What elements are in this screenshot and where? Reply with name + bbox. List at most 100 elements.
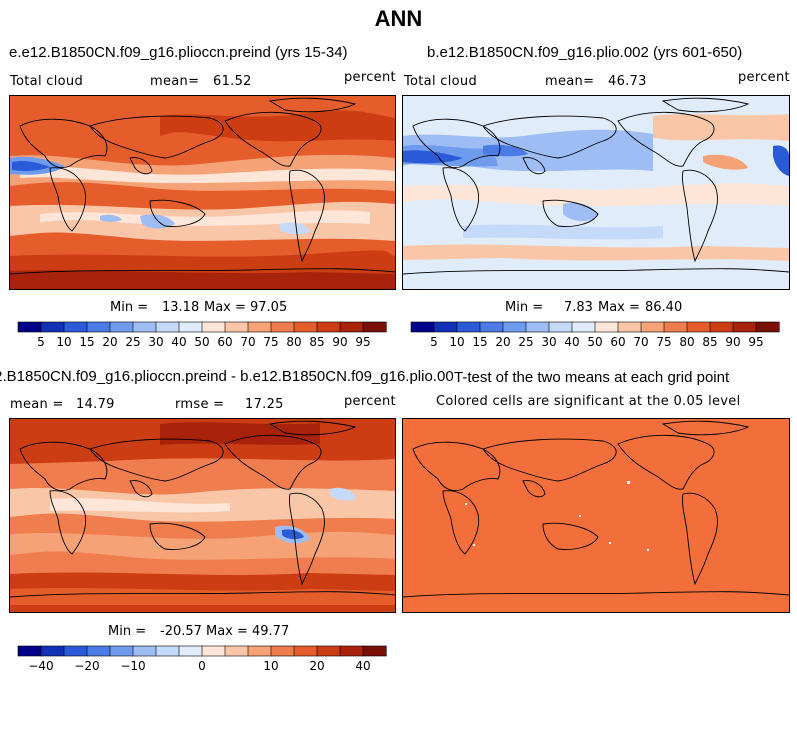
panel3-rmse-label: rmse = (175, 397, 225, 412)
colorbar-box (410, 321, 435, 333)
panel2-variable: Total cloud (404, 74, 477, 89)
colorbar-box (247, 645, 272, 657)
colorbar-box (339, 645, 364, 657)
colorbar-tick-label: 50 (194, 335, 209, 349)
colorbar-box (178, 645, 203, 657)
panel3-title: e.e12.B1850CN.f09_g16.plioccn.preind - b… (0, 368, 462, 385)
figure-title: ANN (374, 6, 423, 31)
panel3-colorbar-svg: −40 −20 −10 0 10 20 40 (17, 645, 387, 673)
panel3-rmse-value: 17.25 (245, 397, 284, 412)
panel4-map (402, 418, 790, 613)
colorbar-tick-label: 40 (355, 659, 370, 673)
colorbar-box (63, 321, 88, 333)
panel4-field (403, 419, 789, 612)
panel3-mean-value: 14.79 (76, 397, 115, 412)
colorbar-box (201, 321, 226, 333)
panel1-min-value: 13.18 (162, 300, 200, 315)
colorbar-tick-label: 75 (656, 335, 671, 349)
colorbar-box (709, 321, 734, 333)
panel2-colorbar-svg: 5 10 15 20 25 30 40 50 60 70 75 80 85 90 95 (410, 321, 780, 349)
colorbar-box (40, 321, 65, 333)
panel1-max-label: Max = (204, 300, 246, 315)
colorbar-tick-label: 20 (309, 659, 324, 673)
colorbar-box (224, 321, 249, 333)
colorbar-box (617, 321, 642, 333)
panel3-units: percent (344, 394, 396, 409)
panel4-subtitle: Colored cells are significant at the 0.0… (436, 394, 741, 409)
colorbar-tick-label: 25 (125, 335, 140, 349)
colorbar-tick-label: 10 (449, 335, 464, 349)
panel3-field (10, 419, 395, 612)
colorbar-tick-label: 60 (610, 335, 625, 349)
panel1-field (10, 96, 395, 289)
colorbar-box (548, 321, 573, 333)
panel4-significance-fill (403, 419, 789, 612)
panel1-units: percent (344, 70, 396, 85)
colorbar-box (663, 321, 688, 333)
colorbar-box (109, 645, 134, 657)
colorbar-tick-label: 50 (587, 335, 602, 349)
panel1-max-value: 97.05 (250, 300, 288, 315)
colorbar-tick-label: 10 (263, 659, 278, 673)
colorbar-tick-label: 10 (56, 335, 71, 349)
panel4-title: T-test of the two means at each grid poi… (454, 369, 730, 386)
colorbar-box (686, 321, 711, 333)
panel3-title-clip: e.e12.B1850CN.f09_g16.plioccn.preind - b… (0, 368, 462, 390)
colorbar-tick-label: 30 (148, 335, 163, 349)
panel2-max-label: Max = (598, 300, 640, 315)
colorbar-tick-label: 25 (518, 335, 533, 349)
panel2-min-value: 7.83 (564, 300, 593, 315)
colorbar-box (316, 645, 341, 657)
colorbar-box (224, 645, 249, 657)
colorbar-tick-label: 80 (286, 335, 301, 349)
panel2-max-value: 86.40 (645, 300, 683, 315)
panel2-title: b.e12.B1850CN.f09_g16.plio.002 (yrs 601-… (427, 44, 743, 61)
colorbar-box (433, 321, 458, 333)
colorbar-tick-label: 20 (102, 335, 117, 349)
panel1-map (9, 95, 396, 290)
colorbar-tick-label: 5 (430, 335, 438, 349)
colorbar-box (40, 645, 65, 657)
panel1-variable: Total cloud (10, 74, 83, 89)
colorbar-tick-label: 70 (633, 335, 648, 349)
colorbar-box (732, 321, 757, 333)
colorbar-box (456, 321, 481, 333)
panel3-max-label: Max = (206, 624, 248, 639)
colorbar-box (479, 321, 504, 333)
colorbar-box (755, 321, 780, 333)
colorbar-box (178, 321, 203, 333)
panel2-mean-value: 46.73 (608, 74, 647, 89)
colorbar-tick-label: −40 (28, 659, 53, 673)
colorbar-box (132, 321, 157, 333)
colorbar-tick-label: 40 (564, 335, 579, 349)
colorbar-tick-label: 90 (725, 335, 740, 349)
colorbar-box (571, 321, 596, 333)
colorbar-tick-label: 60 (217, 335, 232, 349)
colorbar-box (293, 645, 318, 657)
colorbar-tick-label: 75 (263, 335, 278, 349)
colorbar-box (109, 321, 134, 333)
colorbar-tick-label: 40 (171, 335, 186, 349)
colorbar-box (270, 321, 295, 333)
colorbar-box (86, 645, 111, 657)
colorbar-box (63, 645, 88, 657)
panel3-min-value: -20.57 (160, 624, 202, 639)
panel2-field (403, 96, 789, 289)
colorbar-tick-label: 15 (79, 335, 94, 349)
panel2-mean-label: mean= (545, 74, 595, 89)
colorbar-tick-label: 95 (355, 335, 370, 349)
colorbar-box (270, 645, 295, 657)
colorbar-tick-label: 70 (240, 335, 255, 349)
colorbar-box (86, 321, 111, 333)
colorbar-tick-label: 30 (541, 335, 556, 349)
colorbar-box (132, 645, 157, 657)
colorbar-tick-label: 20 (495, 335, 510, 349)
panel2-map (402, 95, 790, 290)
colorbar-tick-label: 0 (198, 659, 206, 673)
panel2-units: percent (738, 70, 790, 85)
colorbar-box (17, 321, 42, 333)
panel1-mean-value: 61.52 (213, 74, 252, 89)
panel3-min-label: Min = (108, 624, 147, 639)
colorbar-box (155, 645, 180, 657)
panel3-map (9, 418, 396, 613)
